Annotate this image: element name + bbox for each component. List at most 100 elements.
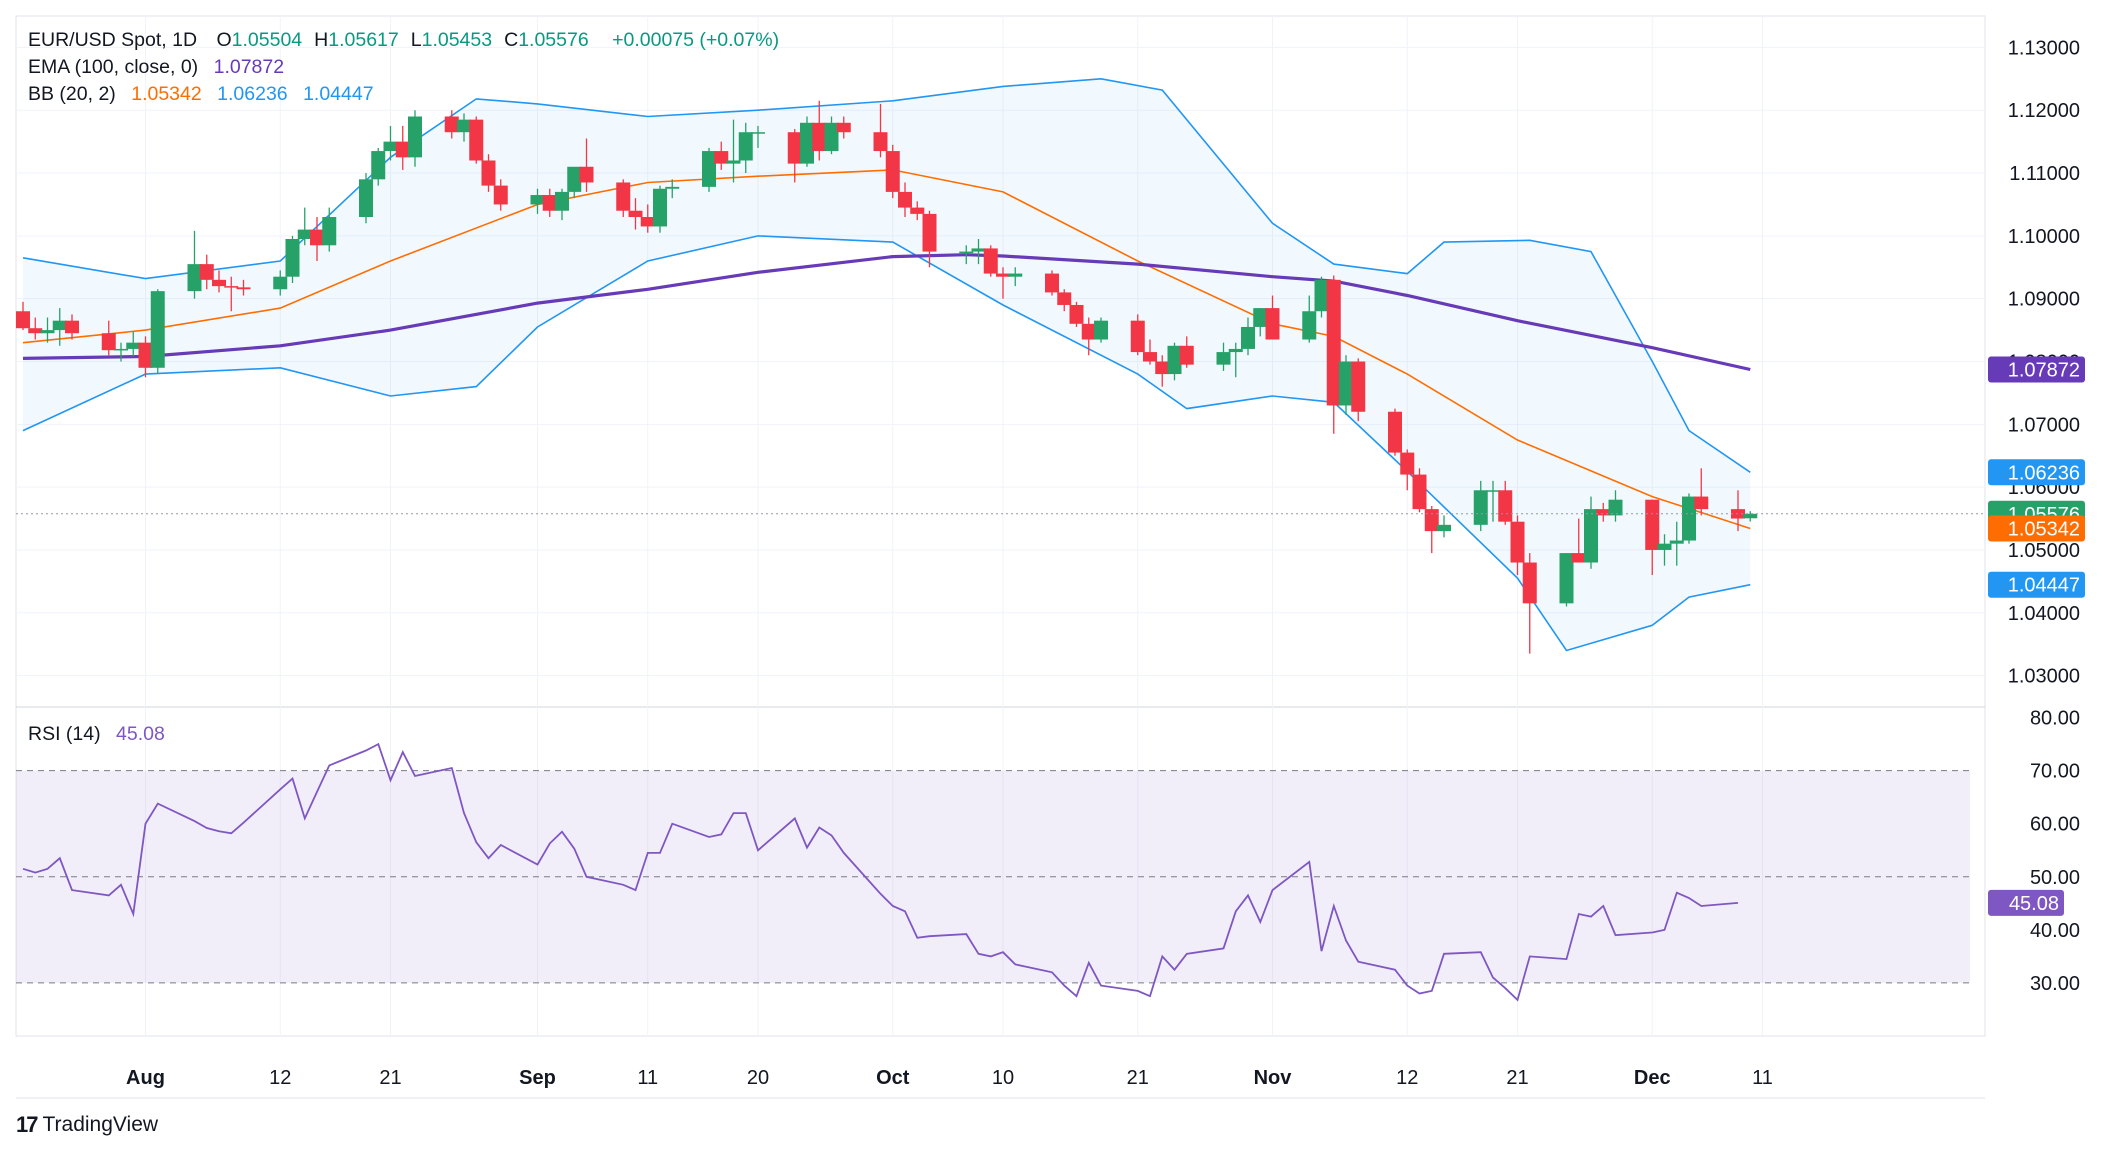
- time-tick-label: 20: [747, 1067, 769, 1089]
- candle-body: [1486, 490, 1500, 492]
- candle-body: [1179, 345, 1194, 365]
- candle-body: [1473, 490, 1488, 525]
- rsi-label-box: [1988, 889, 2064, 916]
- candle-body: [1510, 521, 1525, 563]
- candle-body: [1351, 361, 1366, 412]
- rsi-tick-label: 60.00: [2030, 814, 2080, 836]
- candle-body: [28, 328, 43, 334]
- time-tick-label: 12: [1396, 1067, 1418, 1089]
- candle-body: [101, 333, 116, 351]
- candle-body: [738, 132, 753, 161]
- ohlc-key-l: L: [410, 29, 422, 51]
- candle-body: [1241, 326, 1255, 349]
- candle-body: [1130, 320, 1145, 353]
- candle-body: [273, 276, 288, 290]
- candle-body: [983, 248, 998, 274]
- candle-body: [395, 141, 410, 158]
- candle-body: [996, 273, 1010, 277]
- bb-lower-line: [22, 235, 1751, 652]
- price-label-box: [1988, 356, 2085, 383]
- ohlc-key-h: H: [314, 29, 329, 51]
- candle-body: [114, 348, 128, 351]
- candle-body: [1584, 509, 1598, 563]
- candle-body: [408, 116, 422, 158]
- candle-body: [187, 264, 202, 292]
- candle-body: [285, 239, 300, 277]
- candle-body: [1682, 496, 1696, 541]
- candle-body: [493, 185, 508, 205]
- candle-body: [800, 122, 814, 164]
- ohlc-key-c: C: [504, 29, 519, 51]
- candle-body: [1081, 323, 1096, 340]
- candle-body: [199, 264, 214, 280]
- candle-body: [371, 151, 386, 180]
- candle-body: [1326, 279, 1341, 406]
- time-tick-label: 10: [992, 1067, 1014, 1089]
- candle-body: [640, 217, 655, 227]
- candle-body: [1253, 308, 1268, 327]
- time-tick-label: 21: [1127, 1067, 1149, 1089]
- ema-label: EMA (100, close, 0): [28, 56, 199, 78]
- price-label-text: 1.05342: [2008, 518, 2080, 540]
- candle-body: [16, 311, 30, 329]
- candle-body: [714, 151, 729, 164]
- candle-body: [653, 188, 667, 227]
- candle-body: [236, 287, 251, 290]
- price-tick-label: 1.10000: [2008, 226, 2080, 248]
- bb-fill: [23, 78, 1751, 651]
- ohlc-value-c: 1.05576: [518, 29, 589, 51]
- time-tick-label: Nov: [1254, 1067, 1293, 1089]
- candle-body: [959, 251, 974, 254]
- candle-body: [1645, 499, 1660, 550]
- time-tick-label: 11: [637, 1067, 658, 1089]
- candle-body: [1400, 452, 1415, 475]
- candle-body: [359, 179, 373, 218]
- rsi-tick-label: 80.00: [2030, 708, 2080, 730]
- candle-body: [1596, 509, 1611, 516]
- tradingview-branding[interactable]: 17 TradingView: [16, 1112, 158, 1138]
- candle-body: [530, 195, 545, 205]
- tradingview-logo: 17: [16, 1112, 39, 1137]
- candle-body: [297, 229, 312, 240]
- legend-bb-row: BB (20, 2) 1.05342 1.06236 1.04447: [28, 81, 380, 107]
- candle-body: [1314, 279, 1329, 312]
- price-tick-label: 1.04000: [2008, 603, 2080, 625]
- candle-body: [1657, 543, 1672, 550]
- price-tick-label: 1.05000: [2008, 540, 2080, 562]
- candle-body: [1437, 524, 1451, 532]
- candle-body: [1743, 513, 1758, 519]
- time-tick-label: 21: [379, 1067, 401, 1089]
- time-tick-label: 21: [1506, 1067, 1528, 1089]
- bb-upper-value: 1.06236: [217, 83, 288, 105]
- candle-body: [726, 160, 741, 164]
- candle-body: [1571, 553, 1586, 563]
- candle-body: [836, 122, 851, 133]
- candle-body: [1608, 499, 1623, 516]
- legend-rsi-row: RSI (14) 45.08: [28, 721, 171, 747]
- candle-body: [224, 286, 239, 288]
- price-tick-label: 1.11000: [2009, 163, 2080, 185]
- rsi-tick-label: 50.00: [2030, 867, 2080, 889]
- candle-body: [1559, 553, 1574, 604]
- rsi-tick-label: 40.00: [2030, 920, 2080, 942]
- candle-body: [898, 191, 912, 208]
- price-tick-label: 1.09000: [2008, 289, 2080, 311]
- time-tick-label: Oct: [876, 1067, 910, 1089]
- candle-body: [873, 132, 888, 152]
- ohlc-value-l: 1.05453: [421, 29, 493, 51]
- price-label-text: 1.07872: [2008, 360, 2080, 382]
- candle-body: [40, 330, 55, 334]
- candle-body: [481, 160, 496, 186]
- candle-body: [1228, 348, 1243, 353]
- price-tick-label: 1.13000: [2008, 37, 2080, 59]
- candle-body: [1498, 490, 1513, 522]
- bb-basis-value: 1.05342: [131, 83, 202, 105]
- candle-body: [1669, 540, 1684, 544]
- candle-body: [628, 210, 643, 218]
- candle-body: [322, 217, 337, 246]
- candle-body: [1094, 320, 1108, 340]
- price-label-box: [1988, 571, 2085, 598]
- candle-body: [616, 182, 631, 211]
- time-tick-label: 11: [1752, 1067, 1773, 1089]
